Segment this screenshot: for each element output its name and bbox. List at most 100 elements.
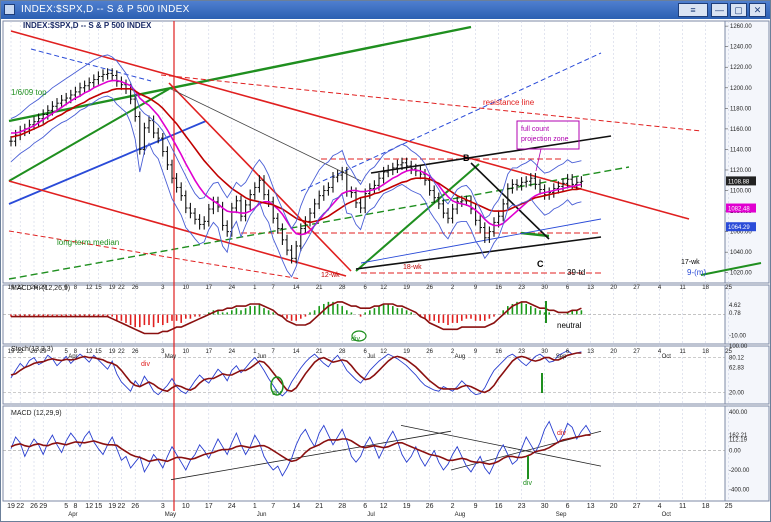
macd-hist-title: MACD Hi (12,26,9): [11, 285, 70, 292]
chart-menu-button[interactable]: ≡: [678, 3, 708, 17]
x-tick-label: 13: [587, 503, 595, 510]
x-tick-label-top: 18: [702, 285, 709, 291]
macd-trendline: [170, 430, 452, 481]
x-tick-label: 7: [271, 503, 275, 510]
red-lower-channel: [8, 180, 347, 277]
x-month-label: Oct: [662, 512, 672, 518]
x-tick-label-top: 5: [65, 285, 69, 291]
current-value-label: 1108.88: [728, 179, 750, 185]
x-tick-label-mid: 13: [587, 349, 594, 355]
stoch-y-label: 80.12: [729, 356, 745, 362]
y-tick-label: 1260.00: [730, 24, 752, 30]
x-tick-label: 8: [73, 503, 77, 510]
x-tick-label-mid: 23: [518, 349, 525, 355]
minimize-button[interactable]: —: [711, 3, 728, 17]
red-resistance-line: [10, 30, 690, 220]
x-tick-label-mid: 20: [610, 349, 617, 355]
x-tick-label: 4: [658, 503, 662, 510]
x-tick-label: 25: [725, 503, 733, 510]
x-tick-label: 22: [118, 503, 126, 510]
macd-hist-y-label: 0.78: [729, 311, 741, 317]
x-tick-label: 23: [518, 503, 526, 510]
current-value-box: [726, 176, 756, 186]
blue-dashed-long: [300, 52, 602, 192]
macd-signal-line: [10, 434, 591, 466]
x-tick-label: 30: [541, 503, 549, 510]
x-tick-label-mid: 3: [161, 349, 165, 355]
stoch-title: Stoch(13,3,3): [11, 346, 53, 353]
x-tick-label: 12: [380, 503, 388, 510]
stoch-d-line: [10, 352, 582, 394]
x-tick-label-top: 26: [132, 285, 139, 291]
macd-y-label: 162.21: [729, 433, 748, 439]
macd-y-label: -200.00: [729, 468, 750, 474]
x-tick-label: 12: [85, 503, 93, 510]
green-rising-line: [355, 163, 480, 272]
y-tick-label: 1160.00: [730, 127, 752, 133]
x-tick-label-mid: 6: [566, 349, 570, 355]
macd-hist-div-ellipse: [351, 330, 367, 342]
x-month-label: May: [165, 512, 176, 518]
chart-canvas[interactable]: INDEX:$SPX,D -- S & P 500 INDEX MACD Hi …: [1, 19, 770, 521]
x-tick-label-top: 19: [109, 285, 116, 291]
x-tick-label-mid: 22: [118, 349, 125, 355]
price-line-envelope-3: [10, 95, 582, 278]
x-tick-label-mid: 8: [74, 349, 78, 355]
x-tick-label-mid: 2: [451, 349, 455, 355]
black-thin-line: [170, 88, 362, 182]
y-tick-label: 1140.00: [730, 147, 752, 153]
x-tick-label-top: 10: [182, 285, 189, 291]
x-tick-label-mid: 12: [86, 349, 93, 355]
x-tick-label-mid: 30: [541, 349, 548, 355]
x-tick-label-top: 23: [518, 285, 525, 291]
annotation-12-wk: 12-wk: [321, 272, 340, 279]
x-tick-label: 18: [702, 503, 710, 510]
x-tick-label: 2: [451, 503, 455, 510]
green-channel-line: [8, 88, 170, 182]
y-tick-label: 1240.00: [730, 45, 752, 51]
x-month-label: Apr: [68, 512, 77, 518]
x-tick-label-mid: 19: [8, 349, 15, 355]
x-tick-label-top: 2: [451, 285, 455, 291]
panel-axis-macd_hist: [724, 284, 770, 345]
projection-zone-leader: [535, 148, 542, 172]
x-month-label-mid: Apr: [68, 354, 77, 360]
macd-hist-signal-0: [11, 301, 582, 335]
trendlines: [8, 21, 762, 511]
stoch-series: [3, 350, 725, 397]
x-tick-label-top: 8: [74, 285, 78, 291]
x-tick-label: 6: [363, 503, 367, 510]
y-tick-label: 1220.00: [730, 65, 752, 71]
y-tick-label: 1180.00: [730, 106, 752, 112]
x-tick-label-mid: 26: [426, 349, 433, 355]
x-tick-label-top: 11: [679, 285, 686, 291]
x-tick-label-top: 3: [161, 285, 165, 291]
maximize-button[interactable]: ▢: [730, 3, 747, 17]
long-term-median-line: [8, 166, 630, 280]
close-button[interactable]: ✕: [749, 3, 766, 17]
x-tick-label-top: 25: [725, 285, 732, 291]
x-tick-label-top: 9: [474, 285, 478, 291]
x-tick-label-mid: 26: [132, 349, 139, 355]
x-tick-label: 29: [39, 503, 47, 510]
x-tick-label-mid: 7: [272, 349, 276, 355]
annotation-18-wk: 18-wk: [403, 264, 422, 271]
stoch-div-ellipse: [270, 376, 284, 396]
panel-frame-macd: [2, 405, 726, 502]
x-month-label: Jul: [367, 512, 375, 518]
x-tick-label: 14: [292, 503, 300, 510]
projection-zone-box: [516, 120, 580, 150]
x-tick-label-mid: 14: [293, 349, 300, 355]
price-line-envelope-2: [10, 54, 582, 230]
price-panel-title: INDEX:$SPX,D -- S & P 500 INDEX: [23, 21, 152, 30]
x-tick-label-mid: 19: [403, 349, 410, 355]
macd-y-label: -400.00: [729, 487, 750, 493]
black-b-c-line: [470, 162, 550, 240]
green-upper-trendline: [8, 25, 472, 123]
macd-div-red-label: div: [557, 430, 566, 437]
x-tick-label: 17: [205, 503, 213, 510]
title-bar: INDEX:$SPX,D -- S & P 500 INDEX ≡ — ▢ ✕: [1, 1, 770, 19]
x-tick-label-top: 7: [272, 285, 276, 291]
x-tick-label: 15: [95, 503, 103, 510]
